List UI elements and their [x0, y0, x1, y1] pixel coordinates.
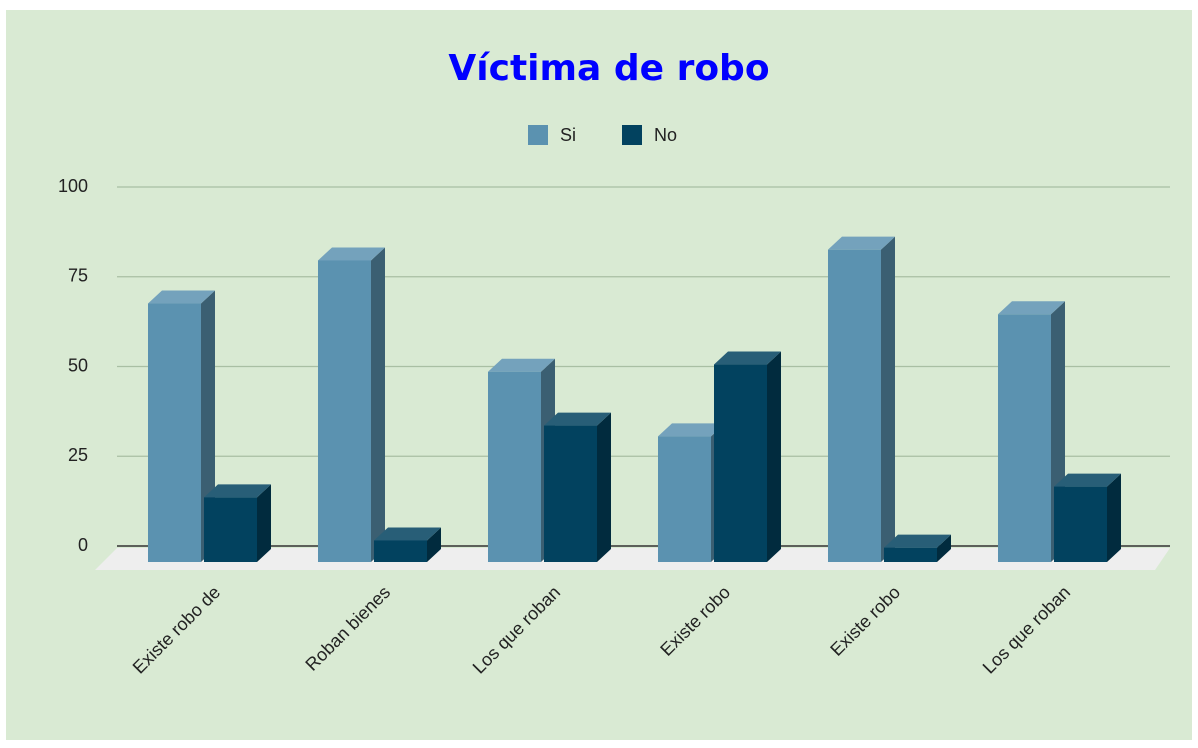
bar-front: [884, 547, 937, 562]
bar-top: [658, 423, 725, 437]
y-tick-label: 100: [58, 176, 88, 196]
bar-top: [884, 534, 951, 548]
legend-label: No: [654, 125, 677, 145]
bar-top: [488, 358, 555, 372]
bar-side: [427, 527, 441, 562]
bar-side: [597, 412, 611, 562]
bar-top: [998, 301, 1065, 315]
bar: [884, 534, 951, 562]
y-tick-label: 75: [68, 266, 88, 286]
bar-front: [828, 249, 881, 563]
bar-top: [204, 484, 271, 498]
y-tick-label: 0: [78, 535, 88, 555]
y-tick-label: 50: [68, 355, 88, 375]
bar-front: [714, 364, 767, 562]
legend-swatch: [622, 125, 642, 145]
chart-title: Víctima de robo: [448, 48, 769, 89]
bar: [998, 301, 1065, 562]
bar-front: [318, 260, 371, 562]
bar-front: [998, 314, 1051, 562]
bar: [714, 351, 781, 562]
bar-top: [148, 290, 215, 304]
bar-front: [658, 436, 711, 562]
bar-top: [1054, 473, 1121, 487]
bar-side: [1107, 473, 1121, 562]
legend-label: Si: [560, 125, 576, 145]
bar-side: [937, 534, 951, 562]
bar-side: [257, 484, 271, 562]
bar: [318, 247, 385, 562]
bar: [828, 236, 895, 563]
bar-front: [374, 540, 427, 562]
bar-side: [767, 351, 781, 562]
bar-top: [544, 412, 611, 426]
bar-front: [544, 425, 597, 562]
bar-top: [374, 527, 441, 541]
bar-front: [204, 497, 257, 562]
bar-top: [714, 351, 781, 365]
bar-front: [1054, 486, 1107, 562]
bar-front: [488, 371, 541, 562]
y-tick-label: 25: [68, 445, 88, 465]
legend-swatch: [528, 125, 548, 145]
bar: [544, 412, 611, 562]
bar: [204, 484, 271, 562]
bar: [1054, 473, 1121, 562]
bar-side: [881, 236, 895, 563]
bar-top: [828, 236, 895, 250]
bar-top: [318, 247, 385, 261]
bar: [374, 527, 441, 562]
bar-front: [148, 303, 201, 562]
bar-side: [371, 247, 385, 562]
